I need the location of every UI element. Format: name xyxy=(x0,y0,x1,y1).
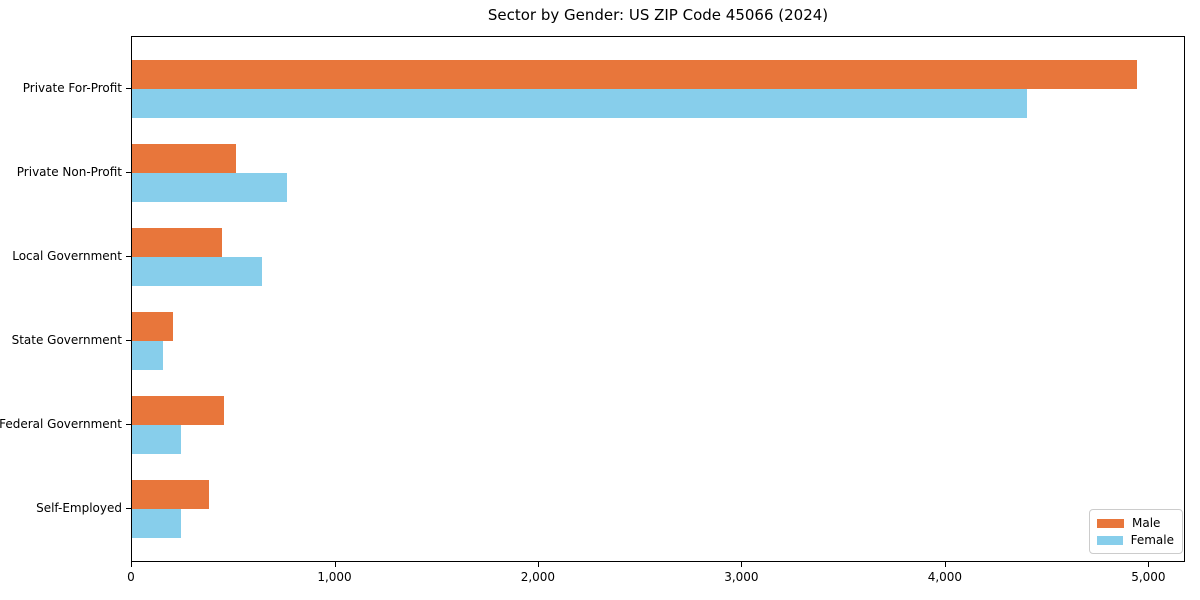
female-legend-swatch xyxy=(1097,535,1123,545)
x-tick-label-0: 0 xyxy=(127,570,135,584)
bar-female-self-employed xyxy=(132,509,181,538)
y-label-self-employed: Self-Employed xyxy=(36,501,122,515)
bar-female-private-for-profit xyxy=(132,89,1028,118)
bar-female-local-government xyxy=(132,257,263,286)
x-tick-5000 xyxy=(1148,562,1150,567)
legend-item-male: Male xyxy=(1097,516,1174,530)
bar-male-local-government xyxy=(132,228,222,257)
legend-label-male: Male xyxy=(1132,516,1161,530)
chart-title: Sector by Gender: US ZIP Code 45066 (202… xyxy=(487,6,829,24)
y-tick-private-for-profit xyxy=(126,88,131,89)
bar-male-private-for-profit xyxy=(132,60,1138,89)
legend: Male Female xyxy=(1089,509,1183,554)
y-tick-private-non-profit xyxy=(126,172,131,173)
y-tick-self-employed xyxy=(126,508,131,509)
y-label-federal-government: Federal Government xyxy=(0,417,122,431)
bar-male-self-employed xyxy=(132,480,210,509)
legend-item-female: Female xyxy=(1097,533,1174,547)
x-tick-1000 xyxy=(334,562,336,567)
y-label-local-government: Local Government xyxy=(12,249,122,263)
bar-male-private-non-profit xyxy=(132,144,236,173)
legend-label-female: Female xyxy=(1130,533,1174,547)
x-tick-2000 xyxy=(537,562,539,567)
x-tick-4000 xyxy=(944,562,946,567)
bar-female-federal-government xyxy=(132,425,181,454)
x-tick-label-3000: 3,000 xyxy=(724,570,759,584)
y-label-state-government: State Government xyxy=(11,333,122,347)
y-tick-local-government xyxy=(126,256,131,257)
y-label-private-for-profit: Private For-Profit xyxy=(22,81,122,95)
bar-male-federal-government xyxy=(132,396,224,425)
y-tick-state-government xyxy=(126,340,131,341)
bar-male-state-government xyxy=(132,312,173,341)
y-tick-federal-government xyxy=(126,424,131,425)
x-tick-label-2000: 2,000 xyxy=(520,570,556,584)
x-tick-3000 xyxy=(741,562,743,567)
x-tick-label-5000: 5,000 xyxy=(1131,570,1166,584)
y-label-private-non-profit: Private Non-Profit xyxy=(16,165,122,179)
x-tick-label-4000: 4,000 xyxy=(927,570,963,584)
male-legend-swatch xyxy=(1097,518,1124,528)
x-tick-label-1000: 1,000 xyxy=(317,570,352,584)
plot-area xyxy=(131,36,1185,562)
x-tick-0 xyxy=(131,562,132,567)
bar-female-state-government xyxy=(132,341,163,370)
bar-female-private-non-profit xyxy=(132,173,287,202)
